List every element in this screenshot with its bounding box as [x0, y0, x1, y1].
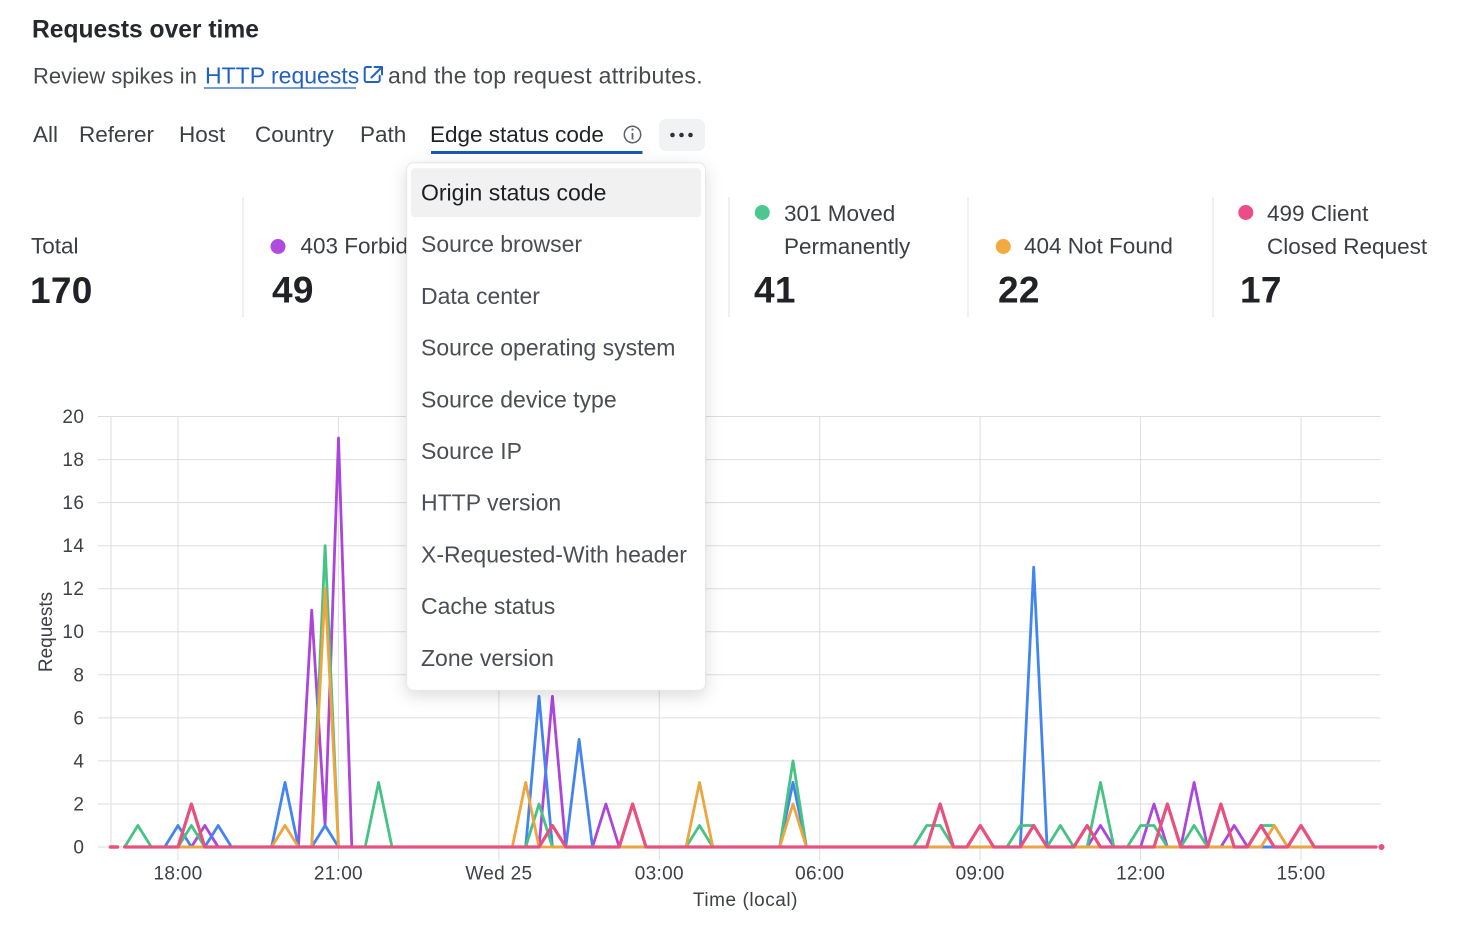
svg-text:20: 20 — [62, 407, 84, 428]
svg-text:X-Requested-With header: X-Requested-With header — [421, 541, 687, 567]
svg-text:Data center: Data center — [421, 283, 540, 309]
svg-text:6: 6 — [73, 708, 84, 729]
svg-text:Requests: Requests — [36, 592, 57, 672]
svg-text:09:00: 09:00 — [956, 864, 1005, 885]
svg-text:Time (local): Time (local) — [693, 890, 798, 911]
svg-text:404 Not Found: 404 Not Found — [1024, 234, 1173, 259]
svg-text:Path: Path — [360, 122, 406, 147]
svg-text:03:00: 03:00 — [635, 864, 684, 885]
svg-text:HTTP version: HTTP version — [421, 490, 561, 516]
svg-text:and the top request attributes: and the top request attributes. — [388, 63, 703, 89]
svg-text:49: 49 — [272, 270, 314, 311]
svg-text:18: 18 — [62, 450, 84, 471]
svg-text:Closed Request: Closed Request — [1267, 234, 1428, 259]
svg-text:41: 41 — [754, 270, 796, 311]
svg-text:Source browser: Source browser — [421, 231, 582, 257]
svg-text:21:00: 21:00 — [314, 864, 363, 885]
svg-text:Source operating system: Source operating system — [421, 335, 675, 361]
svg-text:All: All — [33, 122, 58, 147]
svg-text:HTTP requests: HTTP requests — [205, 63, 359, 89]
svg-text:4: 4 — [73, 751, 84, 772]
svg-text:2: 2 — [73, 795, 84, 816]
svg-text:Referer: Referer — [79, 122, 155, 147]
svg-text:12: 12 — [62, 579, 84, 600]
svg-text:499 Client: 499 Client — [1267, 201, 1369, 226]
svg-text:Origin status code: Origin status code — [421, 180, 606, 206]
svg-text:Wed 25: Wed 25 — [465, 864, 532, 885]
svg-text:Zone version: Zone version — [421, 645, 554, 671]
svg-text:Permanently: Permanently — [784, 234, 911, 259]
svg-text:0: 0 — [73, 838, 84, 859]
svg-text:Country: Country — [255, 122, 335, 147]
svg-text:18:00: 18:00 — [153, 864, 202, 885]
svg-text:06:00: 06:00 — [795, 864, 844, 885]
svg-text:Edge status code: Edge status code — [430, 122, 604, 147]
svg-text:Host: Host — [179, 122, 226, 147]
svg-text:17: 17 — [1240, 270, 1282, 311]
svg-text:Cache status: Cache status — [421, 593, 555, 619]
svg-text:170: 170 — [30, 270, 93, 311]
svg-text:14: 14 — [62, 536, 84, 557]
svg-text:Review spikes in: Review spikes in — [33, 64, 197, 89]
svg-text:12:00: 12:00 — [1116, 864, 1165, 885]
svg-text:10: 10 — [62, 622, 84, 643]
svg-text:Total: Total — [31, 234, 79, 259]
svg-text:Source device type: Source device type — [421, 386, 617, 412]
svg-text:Requests over time: Requests over time — [32, 17, 259, 44]
svg-text:15:00: 15:00 — [1276, 864, 1325, 885]
svg-text:16: 16 — [62, 493, 84, 514]
svg-text:Source IP: Source IP — [421, 438, 522, 464]
svg-text:22: 22 — [998, 270, 1040, 311]
svg-text:301 Moved: 301 Moved — [784, 201, 895, 226]
svg-text:8: 8 — [73, 665, 84, 686]
